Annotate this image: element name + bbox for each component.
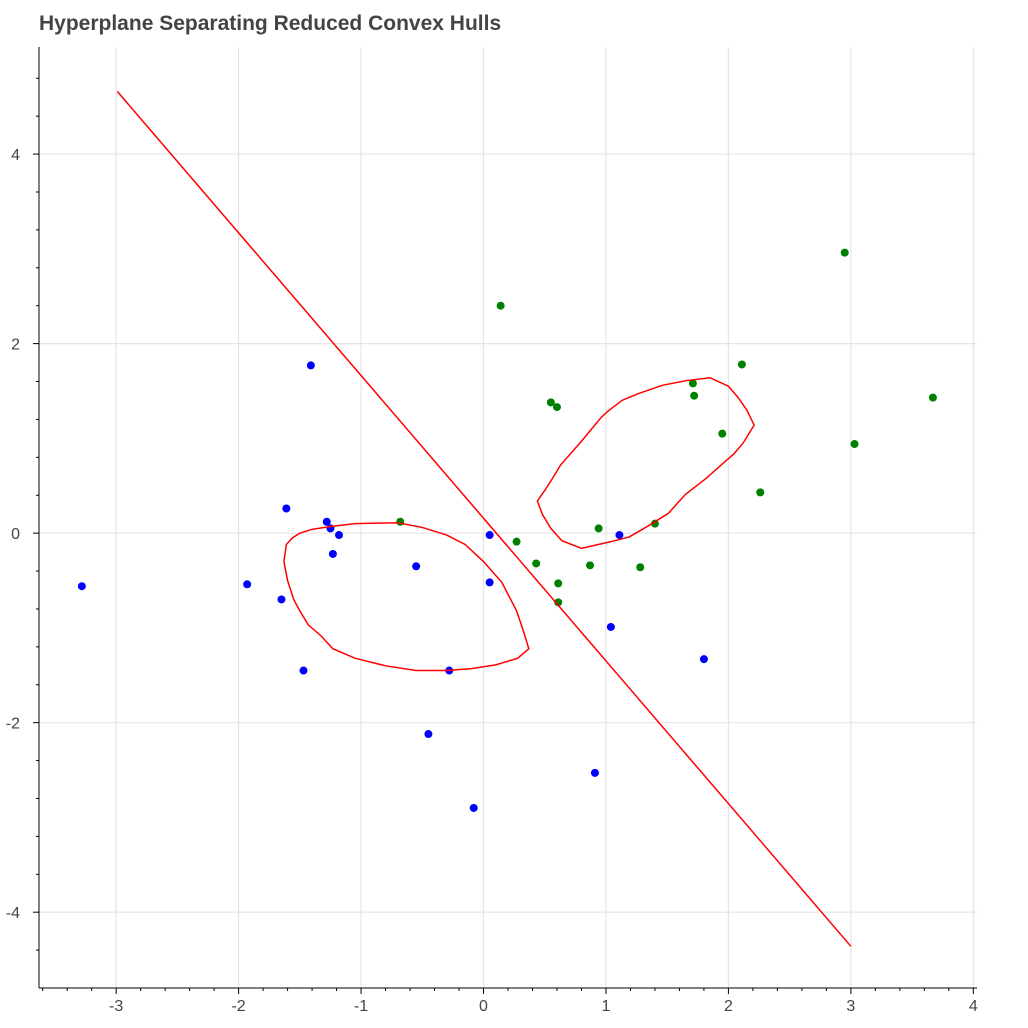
data-point <box>586 561 595 570</box>
data-point <box>396 517 405 526</box>
y-axis-ticks: -4 -2 0 2 4 <box>6 77 39 951</box>
data-point <box>512 537 521 546</box>
data-point <box>532 559 541 568</box>
x-tick-label: 2 <box>724 998 733 1015</box>
data-point <box>77 582 86 591</box>
data-point <box>718 429 727 438</box>
data-point <box>756 488 765 497</box>
x-axis-ticks: -3 -2 -1 0 1 2 3 4 <box>42 988 978 1015</box>
axes <box>38 47 977 989</box>
data-point <box>469 803 478 812</box>
x-tick-label: 0 <box>479 998 488 1015</box>
data-point <box>282 504 291 513</box>
y-tick-label: -4 <box>6 905 20 922</box>
data-point <box>636 563 645 572</box>
data-point <box>594 524 603 533</box>
data-point <box>243 580 252 589</box>
data-point <box>546 398 555 407</box>
data-point <box>322 517 331 526</box>
y-tick-label: 0 <box>11 526 20 543</box>
data-point <box>690 391 699 400</box>
data-point <box>650 519 659 528</box>
data-point <box>552 403 561 412</box>
data-point <box>277 595 286 604</box>
data-point <box>299 666 308 675</box>
data-point <box>554 579 563 588</box>
x-tick-label: 1 <box>602 998 611 1015</box>
data-point <box>424 730 433 739</box>
x-tick-label: 3 <box>846 998 855 1015</box>
data-point <box>615 531 624 540</box>
grid <box>39 47 977 988</box>
data-point <box>554 598 563 607</box>
reduced-convex-hull <box>283 521 530 672</box>
y-tick-label: 2 <box>11 337 20 354</box>
reduced-convex-hull <box>536 376 755 550</box>
data-point <box>328 549 337 558</box>
y-tick-label: 4 <box>11 147 20 164</box>
separating-hyperplane <box>116 91 852 947</box>
x-tick-label: -3 <box>109 998 123 1015</box>
data-point <box>699 655 708 664</box>
y-tick-label: -2 <box>6 716 20 733</box>
data-point <box>412 562 421 571</box>
data-point <box>850 440 859 449</box>
data-point <box>306 361 315 370</box>
plot-marks <box>77 91 937 947</box>
x-tick-label: -1 <box>354 998 368 1015</box>
x-tick-label: -2 <box>231 998 245 1015</box>
data-point <box>606 622 615 631</box>
x-tick-label: 4 <box>969 998 978 1015</box>
data-point <box>688 379 697 388</box>
data-point <box>840 248 849 257</box>
data-point <box>496 301 505 310</box>
data-point <box>485 578 494 587</box>
data-point <box>485 531 494 540</box>
chart-title: Hyperplane Separating Reduced Convex Hul… <box>39 12 502 35</box>
data-point <box>335 531 344 540</box>
data-point <box>928 393 937 402</box>
data-point <box>590 768 599 777</box>
data-point <box>737 360 746 369</box>
